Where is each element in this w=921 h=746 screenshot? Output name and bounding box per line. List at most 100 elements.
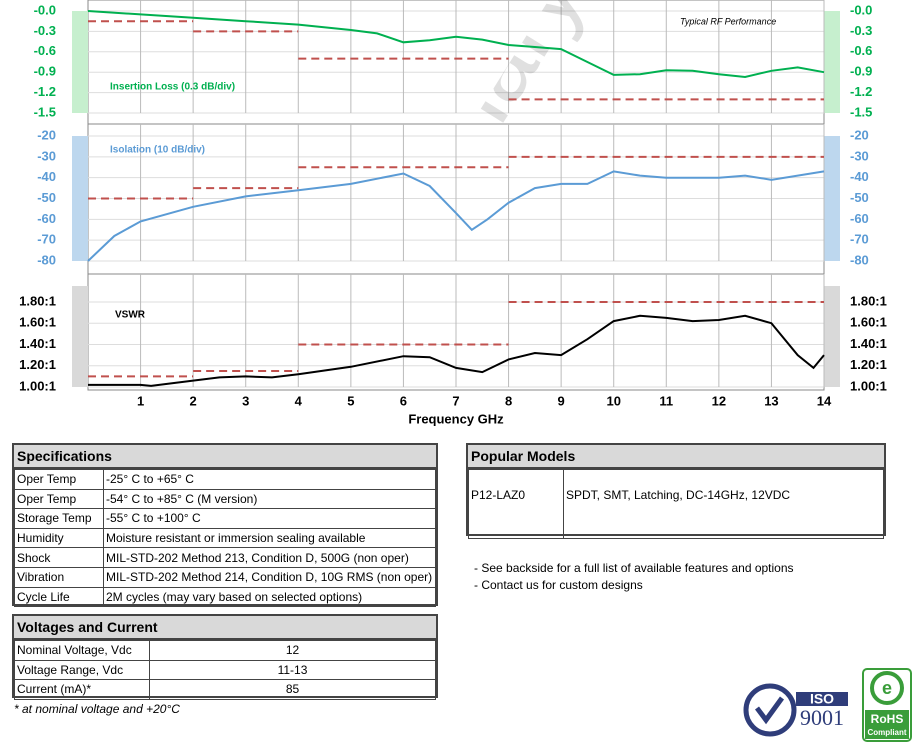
table-cell: P12-LAZ0 [468, 469, 564, 539]
table-row: Voltage Range, Vdc 11-13 [14, 659, 436, 681]
y-tick-label-right: -20 [850, 127, 869, 142]
rohs-text: RoHS [871, 712, 904, 726]
y-tick-label: -70 [37, 232, 56, 247]
x-tick-label: 4 [295, 393, 303, 408]
y-tick-label-right: -80 [850, 252, 869, 267]
notes: - See backside for a full list of availa… [474, 560, 794, 594]
table-cell: -25° C to +65° C [103, 469, 436, 490]
footnote: * at nominal voltage and +20°C [14, 702, 180, 716]
x-tick-label: 7 [452, 393, 459, 408]
table-cell: Cycle Life [14, 586, 104, 608]
x-tick-label: 9 [558, 393, 565, 408]
x-tick-label: 10 [606, 393, 620, 408]
table-row: Storage Temp -55° C to +100° C [14, 508, 436, 529]
x-tick-label: 5 [347, 393, 354, 408]
panel-label: Insertion Loss (0.3 dB/div) [110, 82, 235, 93]
table-row: Humidity Moisture resistant or immersion … [14, 527, 436, 549]
y-tick-label: 1.40:1 [19, 336, 56, 351]
table-title: Specifications [14, 445, 436, 469]
table-cell: 85 [149, 679, 436, 700]
table-row: P12-LAZ0 SPDT, SMT, Latching, DC-14GHz, 1… [468, 469, 884, 539]
y-tick-label: -0.9 [34, 64, 56, 79]
table-title: Voltages and Current [14, 616, 436, 640]
y-tick-label: -0.3 [34, 23, 56, 38]
y-tick-label: -20 [37, 127, 56, 142]
x-tick-label: 1 [137, 393, 144, 408]
y-tick-label: -1.5 [34, 104, 56, 119]
y-tick-label-right: 1.40:1 [850, 336, 887, 351]
table-cell: MIL-STD-202 Method 214, Condition D, 10G… [103, 566, 436, 588]
y-tick-label-right: -70 [850, 232, 869, 247]
x-tick-label: 8 [505, 393, 512, 408]
table-cell: Nominal Voltage, Vdc [14, 640, 150, 661]
y-tick-label-right: -0.3 [850, 23, 872, 38]
y-tick-label-right: -50 [850, 190, 869, 205]
y-tick-label-right: 1.20:1 [850, 357, 887, 372]
table-cell: Oper Temp [14, 488, 104, 510]
panel-band [824, 11, 840, 113]
iso-number: 9001 [800, 705, 844, 730]
table-row: Shock MIL-STD-202 Method 213, Condition D… [14, 547, 436, 568]
iso-bar [796, 692, 848, 706]
y-tick-label-right: -0.0 [850, 2, 872, 17]
panel-label: Isolation (10 dB/div) [110, 145, 205, 156]
table-row: Nominal Voltage, Vdc 12 [14, 640, 436, 661]
x-tick-label: 2 [190, 393, 197, 408]
y-tick-label: -0.0 [34, 2, 56, 17]
table-row: Vibration MIL-STD-202 Method 214, Conditi… [14, 566, 436, 588]
y-tick-label: -30 [37, 148, 56, 163]
y-tick-label-right: -30 [850, 148, 869, 163]
table-cell: Humidity [14, 527, 104, 549]
y-tick-label-right: -60 [850, 211, 869, 226]
models-table: Popular Models P12-LAZ0 SPDT, SMT, Latchin… [466, 443, 886, 539]
x-tick-label: 11 [659, 393, 673, 408]
x-tick-label: 14 [817, 393, 832, 408]
iso-check [755, 696, 785, 725]
iso-text: ISO [810, 691, 834, 707]
y-tick-label: -80 [37, 252, 56, 267]
y-tick-label: -60 [37, 211, 56, 226]
chart: -0.0 -0.0 -0.3 -0.3 -0.6 -0.6 -0.9 -0.9 -1.2 -1.2… [19, 0, 887, 426]
table-cell: 12 [149, 640, 436, 661]
x-tick-label: 6 [400, 393, 407, 408]
y-tick-label-right: 1.00:1 [850, 378, 887, 393]
series-line [87, 10, 825, 79]
table-cell: SPDT, SMT, Latching, DC-14GHz, 12VDC [563, 469, 884, 539]
table-row: Current (mA)* 85 [14, 679, 436, 700]
note: - Contact us for custom designs [474, 578, 643, 592]
panel-label: VSWR [115, 310, 146, 321]
panel-band [824, 286, 840, 387]
y-tick-label: 1.20:1 [19, 357, 56, 372]
y-tick-label: -40 [37, 169, 56, 184]
x-tick-label: 13 [764, 393, 778, 408]
y-tick-label-right: -40 [850, 169, 869, 184]
panel-band [72, 286, 88, 387]
rohs-ring [870, 671, 904, 705]
table-cell: Current (mA)* [14, 679, 150, 700]
logos: ISO 9001 e RoHS Compliant [743, 668, 912, 742]
table-row: Oper Temp -25° C to +65° C [14, 469, 436, 490]
table-cell: MIL-STD-202 Method 213, Condition D, 500… [103, 547, 436, 568]
annotation: Typical RF Performance [680, 16, 776, 26]
table: Nominal Voltage, Vdc 12 Voltage Range, Vdc… [14, 640, 436, 700]
y-tick-label-right: -0.6 [850, 43, 872, 58]
table-cell: Shock [14, 547, 104, 568]
y-tick-label-right: -0.9 [850, 64, 872, 79]
table-row: Cycle Life 2M cycles (may vary based on s… [14, 586, 436, 608]
rohs-bar [865, 710, 909, 739]
panel-band [72, 11, 88, 113]
x-axis-label: Frequency GHz [408, 411, 504, 426]
table: Oper Temp -25° C to +65° C Oper Temp -54° C… [14, 469, 436, 608]
table: P12-LAZ0 SPDT, SMT, Latching, DC-14GHz, 1… [468, 469, 884, 539]
series-line [88, 314, 825, 387]
voltage-table: Voltages and Current Nominal Voltage, Vdc… [12, 614, 438, 700]
y-tick-label: 1.80:1 [19, 293, 56, 308]
y-tick-label: -0.6 [34, 43, 56, 58]
y-tick-label-right: -1.2 [850, 84, 872, 99]
y-tick-label: -50 [37, 190, 56, 205]
table-cell: 2M cycles (may vary based on selected op… [103, 586, 436, 608]
note: - See backside for a full list of availa… [474, 561, 794, 575]
y-tick-label: 1.60:1 [19, 315, 56, 330]
y-tick-label-right: -1.5 [850, 104, 872, 119]
